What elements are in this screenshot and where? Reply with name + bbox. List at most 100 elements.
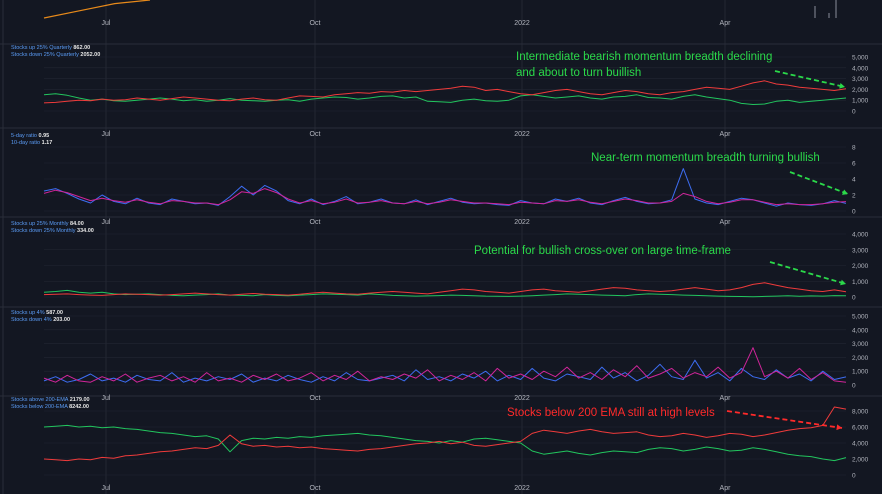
y-axis-tick-label: 8,000	[852, 409, 869, 416]
y-axis-tick-label: 4	[852, 177, 856, 184]
y-axis-tick-label: 0	[852, 383, 856, 390]
legend-entry: 10-day ratio 1.17	[11, 140, 52, 146]
y-axis-tick-label: 3,000	[852, 341, 869, 348]
legend-label: Stocks up 25% Monthly	[11, 221, 70, 227]
annotation-text: Potential for bullish cross-over on larg…	[474, 245, 731, 257]
legend-entry: Stocks up 25% Quarterly 862.00	[11, 45, 90, 51]
x-axis-tick-label: Apr	[720, 20, 732, 27]
y-axis-tick-label: 2,000	[852, 87, 869, 94]
y-axis-tick-label: 2,000	[852, 263, 869, 270]
annotation-arrowhead	[839, 83, 845, 89]
annotation-arrowhead	[840, 279, 846, 286]
legend-value: 334.00	[77, 228, 94, 234]
y-axis-tick-label: 4,000	[852, 441, 869, 448]
legend-entry: Stocks below 200-EMA 8242.00	[11, 404, 89, 410]
annotation-arrow	[726, 410, 843, 429]
legend-entry: Stocks above 200-EMA 2179.00	[11, 397, 90, 403]
legend-entry: 5-day ratio 0.95	[11, 133, 49, 139]
legend-value: 862.00	[73, 45, 90, 51]
legend-value: 0.95	[39, 133, 50, 139]
series-line	[43, 282, 847, 296]
legend-value: 587.00	[46, 310, 63, 316]
x-axis-tick-label: Oct	[310, 131, 321, 138]
legend-value: 8242.00	[69, 404, 89, 410]
annotation-arrow	[769, 261, 847, 285]
y-axis-tick-label: 4,000	[852, 327, 869, 334]
x-axis-tick-label: Apr	[720, 219, 732, 226]
annotation-arrowhead	[842, 189, 848, 195]
y-axis-tick-label: 1,000	[852, 279, 869, 286]
y-axis-tick-label: 6	[852, 161, 856, 168]
annotation-text: Stocks below 200 EMA still at high level…	[507, 407, 715, 419]
series-layer	[43, 0, 847, 462]
legend-label: Stocks up 4%	[11, 310, 46, 316]
x-axis-tick-label: 2022	[514, 219, 530, 226]
x-axis-tick-label: 2022	[514, 131, 530, 138]
legend-value: 84.00	[70, 221, 84, 227]
y-axis-tick-label: 0	[852, 473, 856, 480]
legend-entry: Stocks up 4% 587.00	[11, 310, 63, 316]
x-axis-tick-label: 2022	[514, 485, 530, 492]
legend-entry: Stocks down 25% Monthly 334.00	[11, 228, 94, 234]
series-line	[43, 347, 847, 383]
y-axis-tick-label: 8	[852, 145, 856, 152]
x-axis-tick-label: Oct	[310, 219, 321, 226]
legend-label: Stocks below 200-EMA	[11, 404, 69, 410]
legend-value: 2179.00	[70, 397, 90, 403]
y-axis-tick-label: 1,000	[852, 369, 869, 376]
legend-entry: Stocks down 25% Quarterly 2052.00	[11, 52, 100, 58]
y-axis-tick-label: 3,000	[852, 76, 869, 83]
x-axis-tick-label: Oct	[310, 395, 321, 402]
y-axis-tick-label: 4,000	[852, 65, 869, 72]
x-axis-tick-label: 2022	[514, 20, 530, 27]
x-axis-tick-label: Jul	[102, 395, 111, 402]
x-axis-tick-label: Oct	[310, 485, 321, 492]
series-line	[43, 359, 847, 383]
top-panel-line	[43, 0, 151, 19]
series-line	[43, 168, 847, 207]
x-axis-tick-label: Apr	[720, 131, 732, 138]
series-line	[43, 406, 847, 462]
y-axis-tick-label: 1,000	[852, 98, 869, 105]
y-axis-tick-label: 2,000	[852, 457, 869, 464]
y-axis-tick-label: 4,000	[852, 232, 869, 239]
y-axis-tick-label: 5,000	[852, 55, 869, 62]
x-axis-tick-label: Jul	[102, 131, 111, 138]
annotation-arrowhead	[836, 424, 842, 431]
series-line	[43, 188, 847, 206]
legend-label: 5-day ratio	[11, 133, 39, 139]
x-axis-tick-label: Jul	[102, 219, 111, 226]
legend-value: 1.17	[42, 140, 53, 146]
x-axis-tick-label: Jul	[102, 485, 111, 492]
y-axis-tick-label: 2	[852, 193, 856, 200]
legend-entry: Stocks down 4% 203.00	[11, 317, 70, 323]
x-axis-tick-label: Oct	[310, 20, 321, 27]
legend-entry: Stocks up 25% Monthly 84.00	[11, 221, 84, 227]
y-axis-tick-label: 0	[852, 109, 856, 116]
y-axis-tick-label: 0	[852, 295, 856, 302]
annotation-text: and about to turn buillish	[516, 67, 641, 79]
legend-label: Stocks down 4%	[11, 317, 53, 323]
text-layer: Jul Oct 2022 Apr Jul Oct 2022 Apr Jul Oct 2022 Apr J…	[11, 20, 869, 492]
annotation-text: Intermediate bearish momentum breadth de…	[516, 51, 772, 63]
y-axis-tick-label: 6,000	[852, 425, 869, 432]
x-axis-tick-label: Jul	[102, 20, 111, 27]
legend-label: Stocks down 25% Quarterly	[11, 52, 80, 58]
legend-label: 10-day ratio	[11, 140, 42, 146]
y-axis-tick-label: 3,000	[852, 247, 869, 254]
y-axis-tick-label: 0	[852, 209, 856, 216]
legend-value: 203.00	[53, 317, 70, 323]
annotation-arrow	[789, 171, 849, 195]
legend-label: Stocks down 25% Monthly	[11, 228, 77, 234]
x-axis-tick-label: Apr	[720, 395, 732, 402]
legend-value: 2052.00	[80, 52, 100, 58]
x-axis-tick-label: Apr	[720, 485, 732, 492]
series-line	[43, 424, 847, 462]
y-axis-tick-label: 5,000	[852, 314, 869, 321]
legend-label: Stocks above 200-EMA	[11, 397, 70, 403]
legend-label: Stocks up 25% Quarterly	[11, 45, 73, 51]
y-axis-tick-label: 2,000	[852, 355, 869, 362]
